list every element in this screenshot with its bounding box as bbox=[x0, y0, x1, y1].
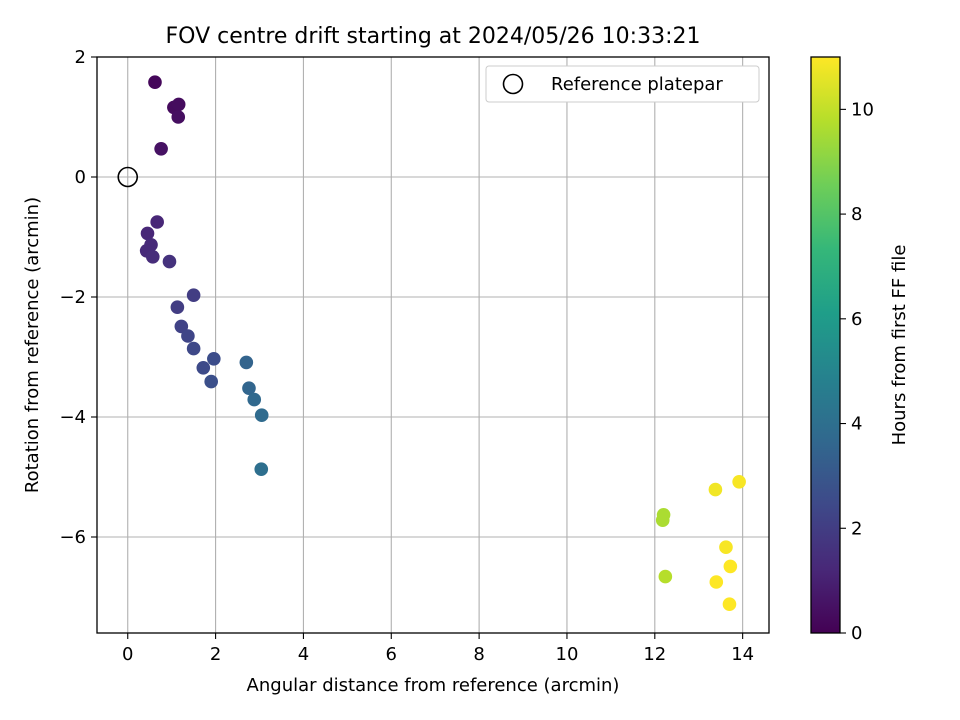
data-point bbox=[171, 110, 186, 124]
y-axis-label: Rotation from reference (arcmin) bbox=[22, 197, 43, 493]
data-point bbox=[658, 569, 673, 584]
y-tick-label: 0 bbox=[75, 167, 86, 188]
colorbar-tick-label: 6 bbox=[851, 309, 862, 330]
data-point bbox=[204, 374, 218, 389]
data-point bbox=[162, 254, 177, 269]
data-point bbox=[150, 215, 164, 229]
x-axis-ticks: 0 2 4 6 8 10 12 14 bbox=[122, 633, 754, 665]
data-point bbox=[719, 540, 733, 554]
data-point bbox=[174, 319, 189, 334]
data-point bbox=[655, 513, 670, 527]
data-point bbox=[723, 559, 738, 574]
x-tick-label: 0 bbox=[122, 644, 133, 665]
data-point bbox=[186, 341, 201, 356]
colorbar-frame bbox=[810, 56, 841, 634]
x-axis-label: Angular distance from reference (arcmin) bbox=[247, 675, 620, 696]
data-point bbox=[709, 575, 724, 589]
data-point bbox=[154, 142, 168, 156]
data-point bbox=[186, 288, 201, 303]
colorbar-ticks: 0 2 4 6 8 10 bbox=[840, 99, 874, 644]
data-point bbox=[732, 475, 746, 489]
data-point bbox=[207, 352, 221, 366]
colorbar-tick-label: 10 bbox=[851, 99, 874, 120]
data-point bbox=[722, 597, 737, 611]
colorbar-gradient bbox=[811, 57, 840, 633]
data-points bbox=[139, 75, 746, 611]
y-axis-ticks: 2 0 −2 −4 −6 bbox=[59, 47, 97, 548]
colorbar-label: Hours from first FF file bbox=[889, 245, 910, 446]
data-point bbox=[148, 75, 162, 89]
colorbar-tick-label: 4 bbox=[851, 414, 862, 435]
data-point bbox=[170, 300, 185, 315]
data-point bbox=[145, 249, 160, 264]
plot-area: 0 2 4 6 8 10 12 14 2 0 −2 −4 −6 bbox=[59, 47, 770, 665]
legend-open-circle-icon bbox=[502, 73, 524, 95]
y-tick-label: −2 bbox=[59, 287, 86, 308]
colorbar-tick-label: 0 bbox=[851, 623, 862, 644]
x-tick-label: 8 bbox=[473, 644, 484, 665]
data-point bbox=[247, 392, 262, 407]
data-point bbox=[140, 226, 155, 241]
x-tick-label: 12 bbox=[643, 644, 666, 665]
legend: Reference platepar bbox=[485, 65, 760, 103]
legend-label: Reference platepar bbox=[551, 74, 723, 95]
y-tick-label: 2 bbox=[75, 47, 86, 68]
data-point bbox=[171, 97, 186, 112]
data-point bbox=[254, 462, 269, 477]
data-point bbox=[708, 482, 723, 497]
data-point bbox=[242, 381, 256, 396]
plot-frame bbox=[96, 56, 770, 634]
data-point bbox=[181, 329, 195, 343]
x-tick-label: 2 bbox=[210, 644, 221, 665]
chart-title: FOV centre drift starting at 2024/05/26 … bbox=[166, 24, 701, 49]
colorbar: 0 2 4 6 8 10 Hours from first FF file bbox=[810, 56, 910, 644]
data-point bbox=[196, 361, 211, 375]
colorbar-tick-label: 8 bbox=[851, 204, 862, 225]
reference-platepar-marker bbox=[117, 166, 139, 188]
y-tick-label: −6 bbox=[59, 527, 86, 548]
legend-box bbox=[485, 65, 760, 103]
x-tick-label: 10 bbox=[556, 644, 579, 665]
x-tick-label: 14 bbox=[731, 644, 754, 665]
x-tick-label: 6 bbox=[386, 644, 397, 665]
x-tick-label: 4 bbox=[298, 644, 309, 665]
data-point bbox=[254, 408, 269, 423]
y-tick-label: −4 bbox=[59, 407, 86, 428]
colorbar-tick-label: 2 bbox=[851, 518, 862, 539]
data-point bbox=[239, 355, 254, 370]
